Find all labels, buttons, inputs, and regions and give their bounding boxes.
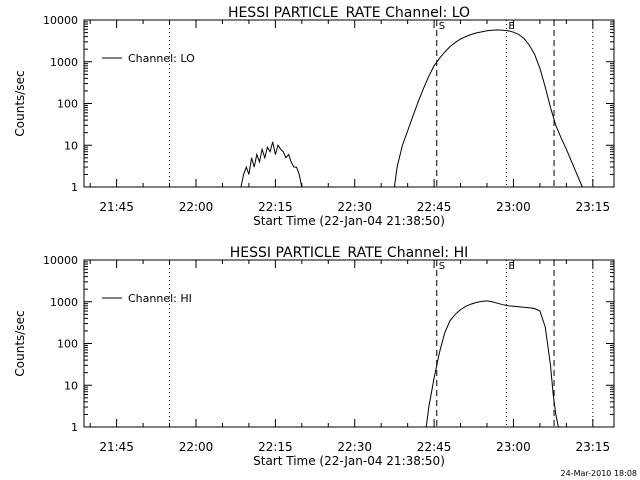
series-line xyxy=(425,300,559,428)
y-tick-label: 10000 xyxy=(43,14,78,27)
x-tick-label: 22:30 xyxy=(337,200,372,214)
x-axis-label: Start Time (22-Jan-04 21:38:50) xyxy=(253,214,445,228)
x-tick-label: 23:15 xyxy=(576,200,611,214)
legend-label: Channel: HI xyxy=(128,292,192,305)
y-tick-label: 1000 xyxy=(50,56,78,69)
y-tick-label: 10 xyxy=(64,139,78,152)
x-tick-label: 22:45 xyxy=(417,200,452,214)
marker-label: E xyxy=(508,261,514,272)
y-tick-label: 10 xyxy=(64,379,78,392)
marker-label: E xyxy=(508,21,514,32)
y-axis-label: Counts/sec xyxy=(13,70,27,136)
y-tick-label: 1 xyxy=(71,181,78,194)
y-tick-label: 1000 xyxy=(50,296,78,309)
x-axis-label: Start Time (22-Jan-04 21:38:50) xyxy=(253,454,445,468)
x-tick-label: 21:45 xyxy=(99,200,134,214)
chart-title: HESSI PARTICLE_RATE Channel: LO xyxy=(228,5,470,21)
plot-frame xyxy=(83,19,615,188)
marker-label: S xyxy=(439,261,445,272)
panel-lo: HESSI PARTICLE_RATE Channel: LO 1 10 100 100… xyxy=(13,5,615,228)
x-tick-label: 22:00 xyxy=(179,440,214,454)
chart-title: HESSI PARTICLE_RATE Channel: HI xyxy=(230,245,468,261)
plot-frame xyxy=(83,259,615,428)
x-tick-label: 22:00 xyxy=(179,200,214,214)
x-tick-label: 21:45 xyxy=(99,440,134,454)
x-tick-label: 22:15 xyxy=(258,440,293,454)
x-tick-label: 22:45 xyxy=(417,440,452,454)
series-line xyxy=(240,141,303,188)
x-tick-label: 23:00 xyxy=(496,200,531,214)
footer-timestamp: 24-Mar-2010 18:08 xyxy=(561,469,638,478)
legend-label: Channel: LO xyxy=(128,52,195,65)
y-axis-label: Counts/sec xyxy=(13,310,27,376)
panel-hi: HESSI PARTICLE_RATE Channel: HI 1 10 100 100… xyxy=(13,245,615,468)
y-tick-label: 100 xyxy=(57,98,78,111)
x-tick-label: 23:00 xyxy=(496,440,531,454)
x-tick-label: 22:30 xyxy=(337,440,372,454)
x-tick-label: 22:15 xyxy=(258,200,293,214)
y-tick-label: 10000 xyxy=(43,254,78,267)
y-tick-label: 100 xyxy=(57,338,78,351)
y-tick-label: 1 xyxy=(71,421,78,434)
x-tick-label: 23:15 xyxy=(576,440,611,454)
marker-label: S xyxy=(439,21,445,32)
series-line xyxy=(393,29,583,188)
